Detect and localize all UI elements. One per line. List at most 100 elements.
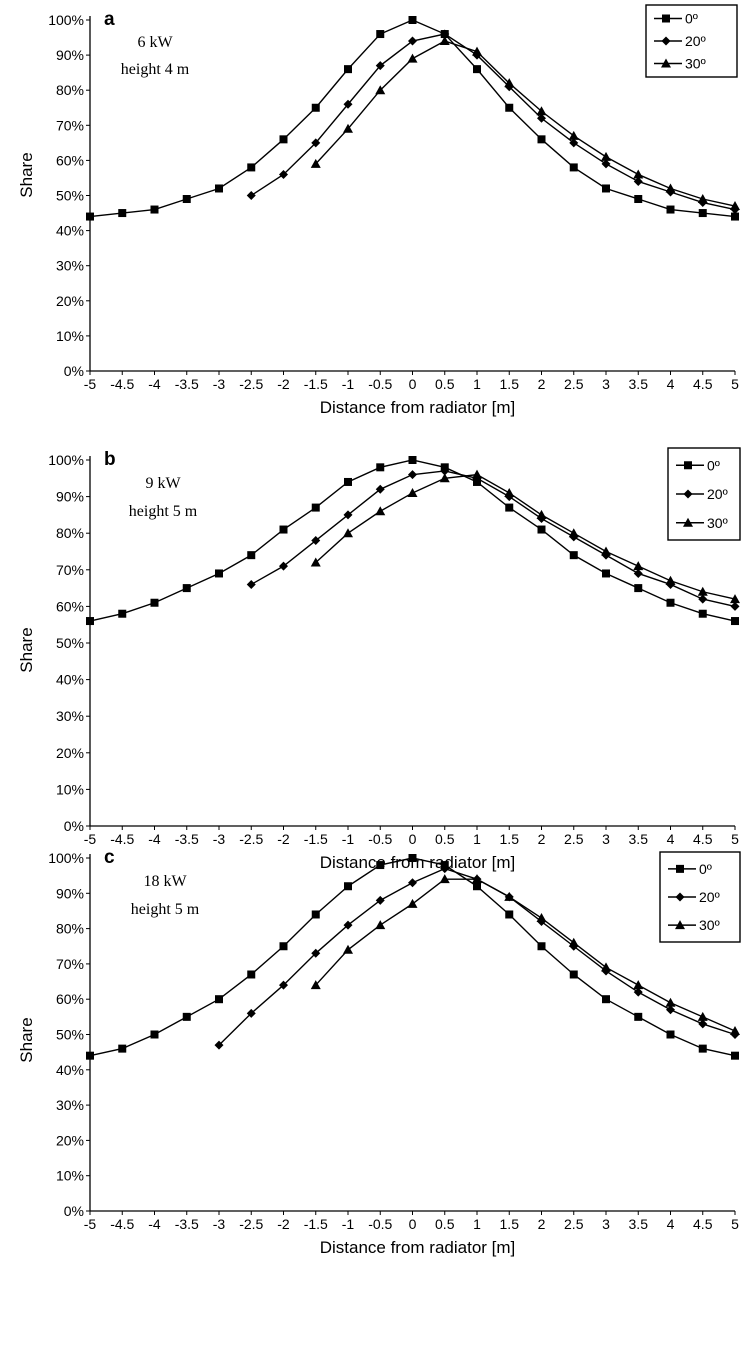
- legend-marker: [661, 58, 671, 68]
- data-point: [375, 895, 385, 905]
- data-point: [472, 46, 482, 56]
- series-line: [218, 867, 736, 1046]
- data-point: [279, 942, 288, 951]
- data-point: [601, 151, 611, 161]
- data-point: [118, 209, 127, 218]
- data-point: [440, 864, 450, 874]
- data-point: [343, 510, 353, 520]
- x-tick-label: 0: [409, 376, 417, 392]
- x-tick-label: 2: [538, 831, 546, 847]
- x-tick-label: 0.5: [435, 1216, 455, 1232]
- x-tick-label: -3: [213, 1216, 226, 1232]
- data-point: [343, 528, 353, 538]
- data-point: [215, 184, 223, 193]
- data-point: [215, 569, 223, 578]
- chart-panel-c: 0%10%20%30%40%50%60%70%80%90%100%-5 -4.5-…: [17, 847, 741, 1257]
- x-axis-label: Distance from radiator [m]: [320, 398, 516, 417]
- x-tick-label: 4.5: [693, 1216, 713, 1232]
- data-point: [698, 594, 708, 604]
- y-tick-label: 50%: [56, 635, 84, 651]
- x-tick-label: -5: [84, 1216, 97, 1232]
- data-point: [472, 874, 482, 884]
- legend-label: 20º: [699, 889, 720, 905]
- x-tick-label: -2.5: [239, 1216, 263, 1232]
- x-tick-label: 4: [667, 831, 675, 847]
- y-tick-label: 70%: [56, 117, 84, 133]
- x-axis-label: Distance from radiator [m]: [320, 1238, 516, 1257]
- panel-annotation-line: height 5 m: [129, 503, 198, 520]
- data-point: [279, 135, 288, 144]
- data-point: [537, 942, 546, 951]
- x-tick-label: 0: [409, 1216, 417, 1232]
- data-point: [279, 169, 288, 179]
- data-point: [375, 920, 386, 930]
- series-20º: [246, 29, 740, 215]
- data-point: [697, 194, 708, 204]
- y-tick-label: 80%: [56, 82, 84, 98]
- x-tick-label: 1.5: [500, 831, 520, 847]
- data-point: [439, 36, 450, 46]
- data-point: [569, 551, 578, 560]
- data-point: [150, 1030, 159, 1039]
- data-point: [731, 212, 739, 221]
- x-tick-label: 3.5: [629, 831, 649, 847]
- data-point: [407, 487, 418, 497]
- data-point: [634, 1012, 643, 1021]
- data-point: [311, 138, 321, 148]
- data-point: [601, 159, 611, 169]
- x-tick-label: 1: [473, 376, 481, 392]
- x-tick-label: 4.5: [693, 831, 713, 847]
- y-axis-label: Share: [17, 152, 36, 197]
- data-point: [536, 106, 547, 116]
- data-point: [569, 163, 578, 172]
- data-point: [473, 65, 481, 74]
- data-point: [182, 195, 191, 204]
- x-tick-label: 0.5: [435, 831, 455, 847]
- series-line: [315, 40, 736, 207]
- x-tick-label: -2.5: [239, 831, 263, 847]
- legend-marker: [683, 489, 693, 499]
- legend-marker: [661, 36, 671, 46]
- x-tick-label: -1.5: [304, 1216, 328, 1232]
- data-point: [698, 1019, 708, 1029]
- data-point: [376, 30, 385, 39]
- y-tick-label: 90%: [56, 489, 84, 505]
- x-tick-label: -2.5: [239, 376, 263, 392]
- x-tick-label: 3.5: [629, 1216, 649, 1232]
- data-point: [343, 123, 353, 133]
- y-tick-label: 90%: [56, 885, 84, 901]
- legend-marker: [684, 461, 692, 470]
- data-point: [440, 466, 450, 476]
- panel-annotation-line: height 4 m: [121, 61, 190, 78]
- x-tick-label: 2.5: [564, 1216, 584, 1232]
- data-point: [311, 948, 321, 958]
- data-point: [602, 569, 610, 578]
- y-tick-label: 40%: [56, 223, 84, 239]
- data-point: [408, 854, 417, 862]
- data-point: [247, 163, 256, 172]
- data-point: [666, 1030, 675, 1039]
- data-point: [634, 584, 643, 593]
- y-tick-label: 10%: [56, 1168, 84, 1184]
- data-point: [698, 1044, 707, 1053]
- data-point: [375, 506, 386, 516]
- x-tick-label: -5: [84, 376, 97, 392]
- y-tick-label: 0%: [64, 818, 84, 834]
- x-axis-label: Distance from radiator [m]: [320, 853, 516, 872]
- legend: 0º 20º 30º: [659, 851, 741, 943]
- x-tick-label: 1.5: [500, 1216, 520, 1232]
- x-tick-label: 4.5: [693, 376, 713, 392]
- chart-panel-a: 0%10%20%30%40%50%60%70%80%90%100%-5 -4.5-…: [17, 4, 740, 417]
- data-point: [408, 456, 417, 464]
- y-tick-label: 30%: [56, 708, 84, 724]
- series-20º: [246, 466, 740, 611]
- data-point: [730, 1025, 740, 1035]
- data-point: [86, 1051, 94, 1060]
- data-point: [408, 470, 417, 480]
- data-point: [311, 536, 321, 546]
- series-0º: [86, 16, 739, 221]
- x-tick-label: -4: [148, 376, 161, 392]
- x-tick-label: 3: [602, 831, 610, 847]
